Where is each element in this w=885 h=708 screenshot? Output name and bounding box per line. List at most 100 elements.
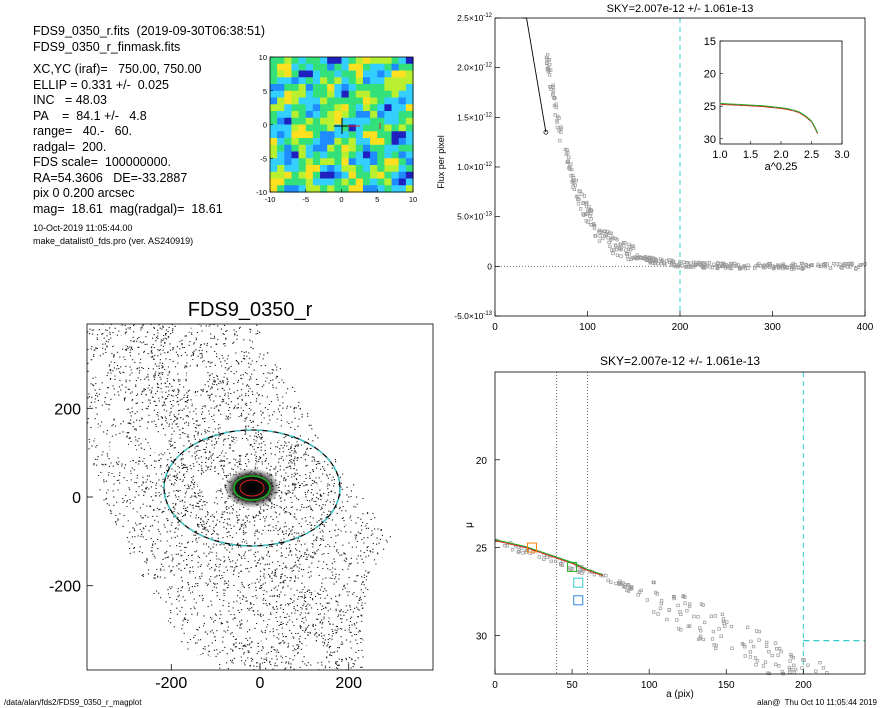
mu-point — [770, 653, 774, 658]
mask-hole — [373, 401, 393, 421]
flux-point — [589, 209, 594, 213]
mu-point — [672, 595, 677, 599]
flux-point — [723, 266, 728, 270]
heatmap-cell — [270, 63, 278, 72]
heatmap-cell — [284, 104, 293, 112]
mu-point — [681, 594, 686, 598]
mu-point — [721, 617, 726, 621]
heatmap-cell — [355, 77, 364, 85]
heatmap-cell — [348, 124, 357, 132]
flux-point — [700, 265, 705, 269]
heatmap-cell — [405, 104, 414, 112]
heatmap-cell — [305, 57, 314, 65]
flux-point — [656, 262, 660, 266]
inset-y-tick-label: 25 — [704, 101, 716, 113]
heatmap-cell — [348, 171, 357, 180]
heatmap-cell — [298, 178, 307, 186]
image-y-tick-label: 200 — [54, 401, 81, 418]
flux-point — [551, 88, 556, 92]
heatmap-cell — [334, 111, 343, 119]
flux-point — [733, 261, 737, 266]
heatmap-cell — [312, 165, 321, 173]
heatmap-cell — [284, 158, 293, 166]
mu-point — [521, 551, 525, 555]
heatmap-cell — [327, 97, 335, 105]
inset-x-tick-label: 2.0 — [773, 149, 788, 161]
heatmap-cell — [405, 138, 414, 146]
heatmap-cell — [341, 90, 350, 99]
heatmap-cell — [362, 97, 371, 105]
heatmap-cell — [398, 144, 407, 153]
heatmap-cell — [270, 151, 278, 159]
heatmap-cell — [312, 63, 321, 72]
heatmap-cell — [284, 131, 293, 139]
heatmap-cell — [398, 158, 407, 166]
heatmap-cell — [334, 77, 343, 85]
mask-hole — [346, 520, 356, 530]
flux-point — [618, 242, 622, 246]
heatmap-cell — [320, 111, 328, 119]
heatmap-cell — [405, 178, 414, 186]
heatmap-cell — [320, 158, 328, 166]
flux-point — [630, 256, 634, 260]
mu-point — [560, 563, 564, 567]
heatmap-cell — [391, 165, 400, 173]
flux-point — [582, 194, 587, 198]
heatmap-cell — [305, 124, 314, 132]
heatmap-cell — [355, 57, 364, 65]
flux-point — [685, 261, 690, 265]
heatmap-cell — [384, 124, 393, 132]
footer-path: /data/alan/fds2/FDS9_0350_r_magplot — [4, 698, 142, 707]
heatmap-cell — [362, 84, 371, 92]
flux-point — [545, 66, 550, 71]
heatmap-cell — [362, 151, 371, 159]
flux-point — [556, 114, 560, 119]
image-empty-region — [363, 504, 433, 670]
heatmap-cell — [270, 165, 278, 173]
heatmap-cell — [384, 144, 393, 153]
heatmap-cell — [405, 63, 414, 72]
mu-point — [779, 649, 783, 654]
flux-inner-profile — [522, 17, 547, 133]
heatmap-cell — [270, 124, 278, 132]
flux-point — [842, 263, 846, 267]
heatmap-cell — [377, 117, 385, 126]
info-line: range= 40.- 60. — [33, 124, 133, 138]
info-small-lines: 10-Oct-2019 11:05:44.00 make_datalist0_fd… — [33, 222, 265, 248]
heatmap-cell — [327, 84, 335, 92]
mu-marker — [573, 595, 584, 606]
heatmap-cell — [341, 104, 350, 112]
mask-hole — [304, 641, 326, 663]
flux-point — [563, 147, 568, 152]
mu-point — [714, 646, 718, 651]
heatmap-cell — [362, 124, 371, 132]
heatmap-cell — [355, 111, 364, 119]
info-lines: FDS9_0350_r.fits (2019-09-30T06:38:51) FD… — [33, 24, 265, 217]
flux-point — [607, 240, 611, 245]
heatmap-cell — [298, 144, 307, 153]
heatmap-cell — [341, 84, 350, 92]
heatmap-cell — [398, 84, 407, 92]
heatmap-cell — [355, 165, 364, 173]
heatmap-cell — [405, 165, 414, 173]
heatmap-cell — [341, 70, 350, 78]
heatmap-cell — [348, 84, 357, 92]
info-line: XC,YC (iraf)= 750.00, 750.00 — [33, 62, 202, 76]
flux-point — [597, 239, 602, 243]
mu-point — [767, 671, 771, 676]
image-empty-region — [87, 584, 119, 670]
heatmap-cell — [377, 77, 385, 85]
heatmap-cell — [370, 111, 378, 119]
mu-green-profile — [494, 539, 604, 576]
image-y-tick-label: 0 — [72, 490, 81, 507]
flux-point — [589, 217, 593, 221]
heatmap-cell — [362, 144, 371, 153]
flux-point — [821, 262, 825, 267]
heatmap-cell — [291, 77, 300, 85]
heatmap-cell — [312, 138, 321, 146]
heatmap-x-tick-label: 10 — [409, 195, 417, 204]
mu-point — [639, 588, 643, 593]
flux-point — [594, 234, 598, 238]
flux-point — [772, 265, 776, 269]
info-small-line: 10-Oct-2019 11:05:44.00 — [33, 223, 133, 233]
